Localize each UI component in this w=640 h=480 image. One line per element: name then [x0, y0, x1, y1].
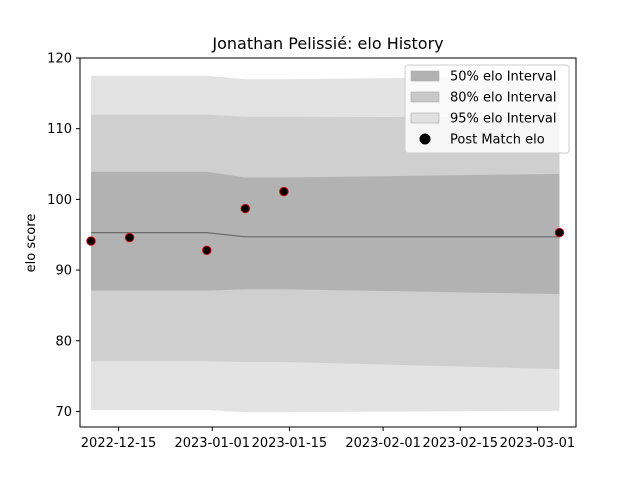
mean-elo-line — [91, 232, 560, 238]
y-tick-label: 90 — [55, 264, 72, 279]
post-match-elo-point — [240, 203, 251, 214]
y-tick-label: 70 — [55, 405, 72, 420]
legend-marker — [419, 133, 431, 145]
x-tick-label: 2022-12-15 — [81, 436, 157, 451]
x-tick-label: 2023-01-15 — [252, 436, 328, 451]
legend-label: Post Match elo — [450, 133, 545, 148]
x-tick-label: 2023-03-01 — [500, 436, 576, 451]
x-tick-label: 2023-02-01 — [345, 436, 421, 451]
legend-label: 50% elo Interval — [450, 70, 557, 85]
y-axis-label: elo score — [24, 214, 39, 273]
y-tick-label: 80 — [55, 334, 72, 349]
legend-box — [404, 64, 570, 154]
x-tick-label: 2023-02-15 — [422, 436, 498, 451]
band-50-interval — [91, 171, 560, 295]
y-tick-label: 120 — [47, 52, 72, 67]
x-tick-label: 2023-01-01 — [174, 436, 250, 451]
legend-label: 80% elo Interval — [450, 91, 557, 106]
post-match-elo-point — [124, 232, 135, 243]
chart-title: Jonathan Pelissié: elo History — [211, 34, 443, 53]
legend: 50% elo Interval 80% elo Interval 95% elo … — [404, 64, 570, 154]
post-match-elo-point — [202, 245, 212, 256]
legend-swatch — [410, 91, 440, 103]
y-tick-label: 110 — [47, 122, 72, 137]
legend-label: 95% elo Interval — [450, 112, 557, 127]
post-match-elo-point — [86, 236, 96, 246]
plot-frame — [79, 57, 577, 428]
legend-swatch — [410, 112, 440, 124]
legend-swatch — [410, 70, 440, 82]
y-tick-label: 100 — [47, 193, 72, 208]
post-match-elo-point — [554, 227, 565, 238]
post-match-elo-point — [279, 186, 289, 197]
